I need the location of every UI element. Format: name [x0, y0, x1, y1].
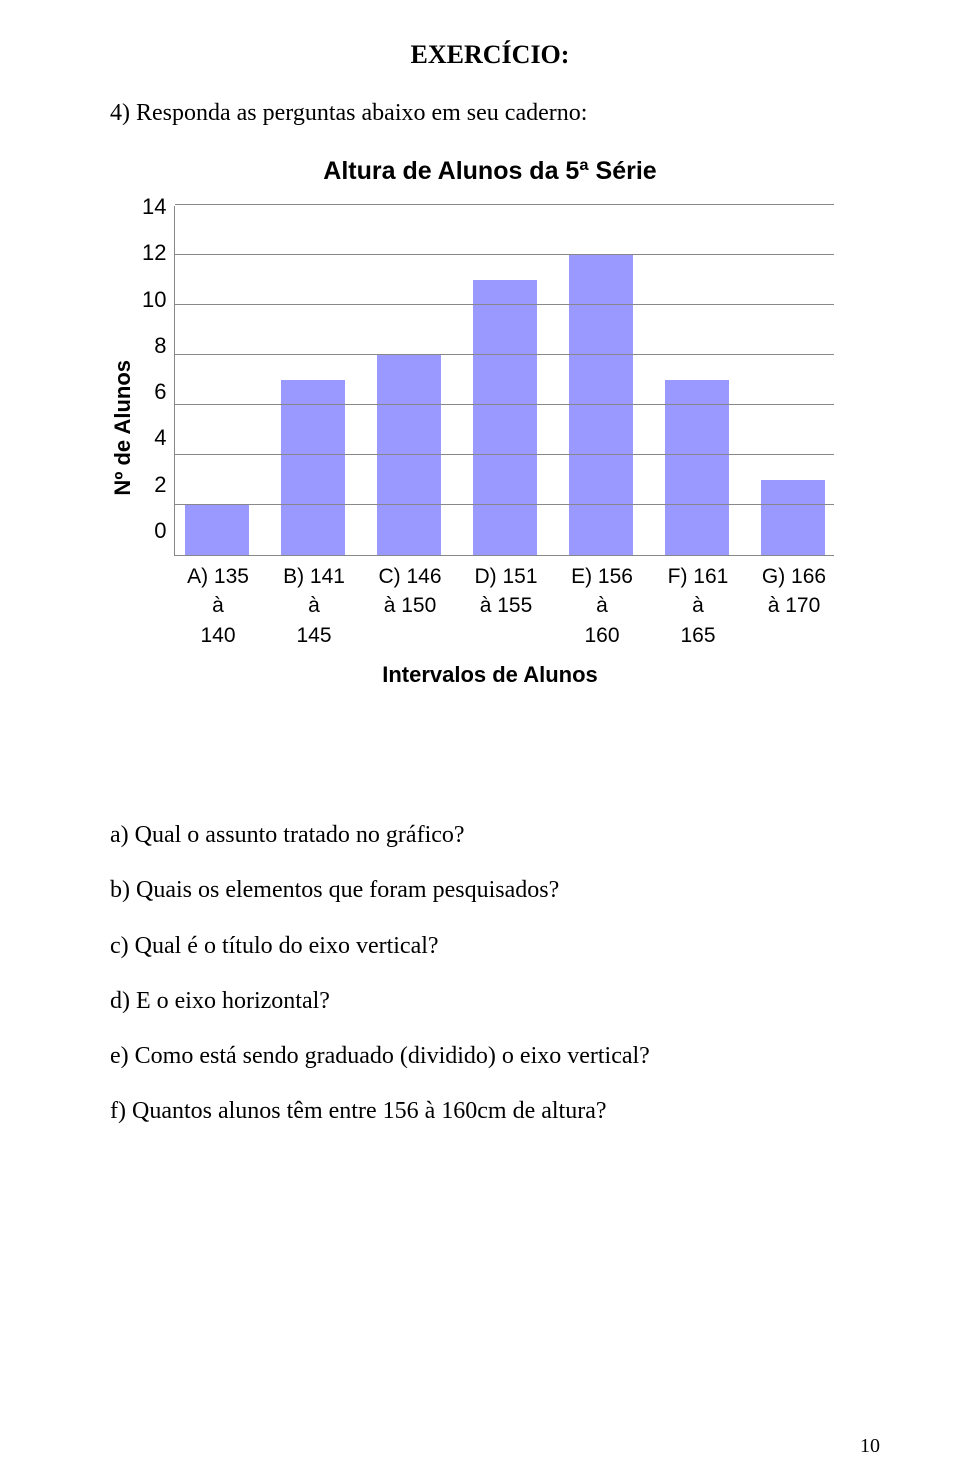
gridline: [175, 354, 834, 355]
sub-question-a: a) Qual o assunto tratado no gráfico?: [110, 808, 870, 863]
x-tick: G) 166à 170: [758, 562, 830, 650]
y-tick: 4: [154, 425, 166, 451]
chart-container: Nº de Alunos 14121086420 A) 135 à140B) 1…: [110, 206, 870, 650]
x-tick: F) 161 à165: [662, 562, 734, 650]
x-tick: E) 156 à160: [566, 562, 638, 650]
sub-question-f: f) Quantos alunos têm entre 156 à 160cm …: [110, 1084, 870, 1139]
x-tick-line2: 140: [182, 621, 254, 650]
x-tick: C) 146à 150: [374, 562, 446, 650]
chart-title: Altura de Alunos da 5ª Série: [110, 157, 870, 186]
x-tick-line2: 160: [566, 621, 638, 650]
x-tick: B) 141 à145: [278, 562, 350, 650]
x-tick: D) 151à 155: [470, 562, 542, 650]
y-axis-label: Nº de Alunos: [110, 360, 136, 496]
x-tick-line1: B) 141 à: [278, 562, 350, 621]
sub-question-c: c) Qual é o título do eixo vertical?: [110, 919, 870, 974]
y-tick: 2: [154, 472, 166, 498]
bar-slot: [757, 206, 829, 555]
chart-bar: [473, 280, 537, 555]
chart-bar: [281, 380, 345, 555]
chart-plot-area: [174, 206, 834, 556]
exercise-title: EXERCÍCIO:: [110, 40, 870, 70]
x-tick: A) 135 à140: [182, 562, 254, 650]
y-axis-ticks: 14 12 10 8 6 4 2 0: [142, 194, 174, 544]
x-tick-line2: à 170: [758, 591, 830, 620]
y-tick: 8: [154, 333, 166, 359]
bar-slot: [469, 206, 541, 555]
x-axis-ticks: A) 135 à140B) 141 à145C) 146à 150D) 151à…: [176, 556, 836, 650]
x-tick-line2: à 150: [374, 591, 446, 620]
y-tick: 14: [142, 194, 166, 220]
chart-bar: [185, 505, 249, 555]
bar-slot: [661, 206, 733, 555]
y-tick: 6: [154, 379, 166, 405]
gridline: [175, 504, 834, 505]
x-tick-line2: à 155: [470, 591, 542, 620]
chart-bar: [761, 480, 825, 555]
x-tick-line2: 165: [662, 621, 734, 650]
x-axis-label: Intervalos de Alunos: [110, 662, 870, 688]
gridline: [175, 304, 834, 305]
x-tick-line1: D) 151: [470, 562, 542, 591]
gridline: [175, 254, 834, 255]
x-tick-line1: C) 146: [374, 562, 446, 591]
sub-question-d: d) E o eixo horizontal?: [110, 974, 870, 1029]
x-tick-line1: A) 135 à: [182, 562, 254, 621]
chart-bar: [665, 380, 729, 555]
bar-slot: [181, 206, 253, 555]
x-tick-line1: E) 156 à: [566, 562, 638, 621]
x-tick-line1: F) 161 à: [662, 562, 734, 621]
bar-slot: [373, 206, 445, 555]
question-intro: 4) Responda as perguntas abaixo em seu c…: [110, 100, 870, 127]
sub-question-e: e) Como está sendo graduado (dividido) o…: [110, 1029, 870, 1084]
x-tick-line1: G) 166: [758, 562, 830, 591]
y-tick: 12: [142, 240, 166, 266]
chart-bar: [569, 255, 633, 555]
x-tick-line2: 145: [278, 621, 350, 650]
bar-slot: [565, 206, 637, 555]
chart-bar: [377, 355, 441, 555]
y-tick: 0: [154, 518, 166, 544]
sub-questions: a) Qual o assunto tratado no gráfico? b)…: [110, 808, 870, 1139]
bar-slot: [277, 206, 349, 555]
gridline: [175, 204, 834, 205]
gridline: [175, 404, 834, 405]
y-tick: 10: [142, 287, 166, 313]
gridline: [175, 454, 834, 455]
sub-question-b: b) Quais os elementos que foram pesquisa…: [110, 863, 870, 918]
page-number: 10: [860, 1435, 880, 1458]
